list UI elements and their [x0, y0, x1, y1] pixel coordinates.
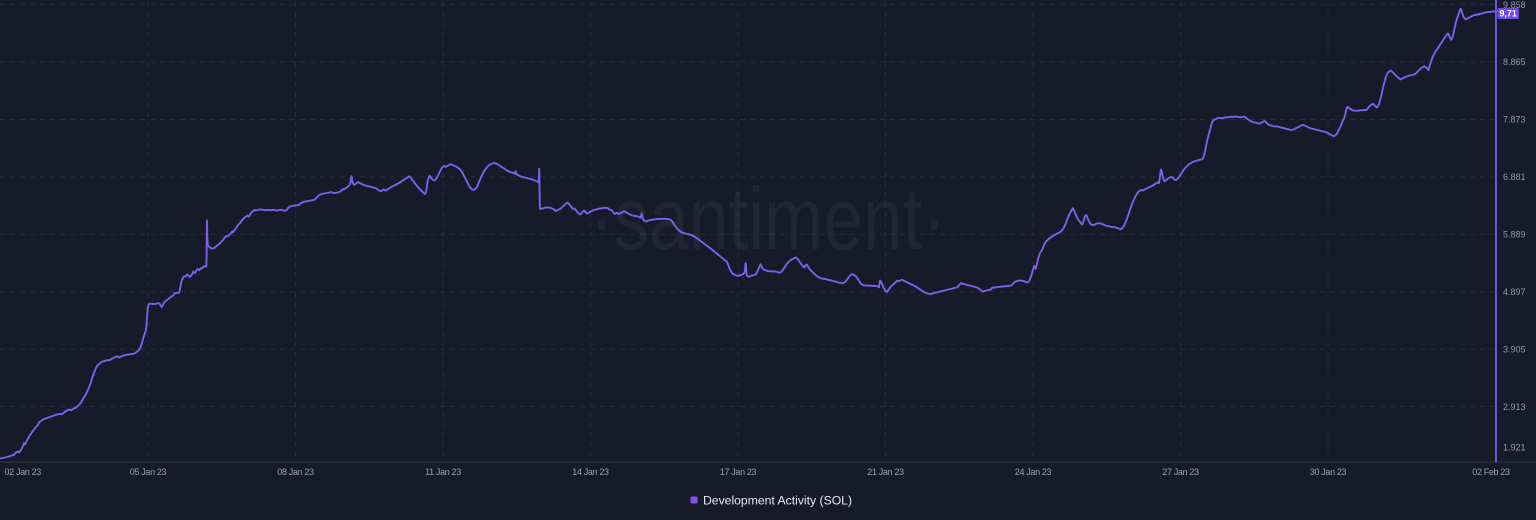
- svg-text:1.921: 1.921: [1503, 443, 1526, 453]
- svg-text:·santiment·: ·santiment·: [590, 170, 946, 268]
- svg-text:2.913: 2.913: [1503, 402, 1526, 412]
- svg-text:05 Jan 23: 05 Jan 23: [130, 467, 167, 477]
- svg-text:3.905: 3.905: [1503, 344, 1526, 354]
- svg-text:02 Jan 23: 02 Jan 23: [5, 467, 42, 477]
- svg-text:5.889: 5.889: [1503, 230, 1526, 240]
- svg-text:27 Jan 23: 27 Jan 23: [1162, 467, 1199, 477]
- svg-text:4.897: 4.897: [1503, 287, 1526, 297]
- svg-text:6.881: 6.881: [1503, 172, 1526, 182]
- svg-text:9.858: 9.858: [1503, 0, 1526, 10]
- svg-text:8.865: 8.865: [1503, 57, 1526, 67]
- svg-text:24 Jan 23: 24 Jan 23: [1015, 467, 1052, 477]
- svg-text:Development Activity (SOL): Development Activity (SOL): [703, 494, 852, 508]
- svg-text:21 Jan 23: 21 Jan 23: [867, 467, 904, 477]
- svg-text:30 Jan 23: 30 Jan 23: [1310, 467, 1347, 477]
- svg-text:17 Jan 23: 17 Jan 23: [720, 467, 757, 477]
- svg-text:9,71: 9,71: [1499, 9, 1517, 19]
- svg-text:02 Feb 23: 02 Feb 23: [1472, 467, 1510, 477]
- svg-text:7.873: 7.873: [1503, 115, 1526, 125]
- svg-text:14 Jan 23: 14 Jan 23: [572, 467, 609, 477]
- svg-text:08 Jan 23: 08 Jan 23: [277, 467, 314, 477]
- svg-text:11 Jan 23: 11 Jan 23: [425, 467, 461, 477]
